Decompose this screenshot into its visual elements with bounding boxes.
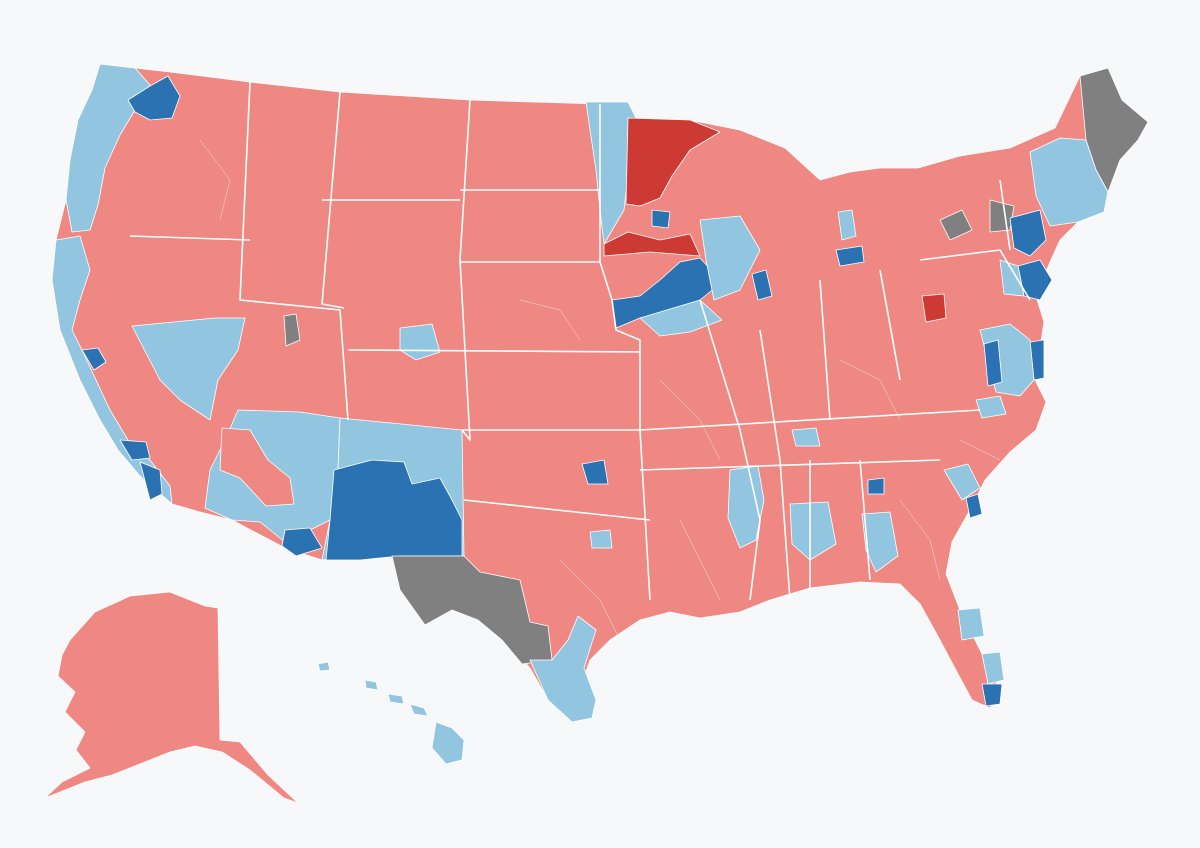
- region-tennessee-blue[interactable]: [791, 427, 821, 447]
- region-central-florida[interactable]: [957, 607, 985, 641]
- region-minnesota-north[interactable]: [625, 117, 721, 207]
- region-chicago[interactable]: [751, 269, 773, 301]
- region-south-carolina-blue[interactable]: [943, 463, 981, 501]
- region-new-england[interactable]: [1029, 137, 1109, 227]
- region-new-york-east[interactable]: [1009, 209, 1047, 257]
- district-boundaries: [199, 139, 1001, 641]
- region-south-texas[interactable]: [529, 615, 597, 723]
- region-nevada[interactable]: [131, 317, 246, 421]
- region-south-florida[interactable]: [981, 683, 1003, 707]
- region-new-mexico-core[interactable]: [325, 459, 463, 561]
- state-boundaries: [129, 81, 1031, 601]
- region-ohio-safe-r[interactable]: [921, 293, 947, 323]
- region-oklahoma-blue[interactable]: [581, 459, 609, 485]
- region-utah-tossup[interactable]: [283, 313, 301, 347]
- region-upstate-ny[interactable]: [939, 209, 973, 241]
- region-alaska[interactable]: [44, 591, 299, 804]
- region-hawaii[interactable]: [317, 661, 465, 765]
- region-seattle-area[interactable]: [127, 75, 181, 121]
- region-bay-area[interactable]: [81, 347, 107, 371]
- region-michigan-blue[interactable]: [835, 245, 865, 267]
- region-minnesota-west[interactable]: [585, 101, 637, 245]
